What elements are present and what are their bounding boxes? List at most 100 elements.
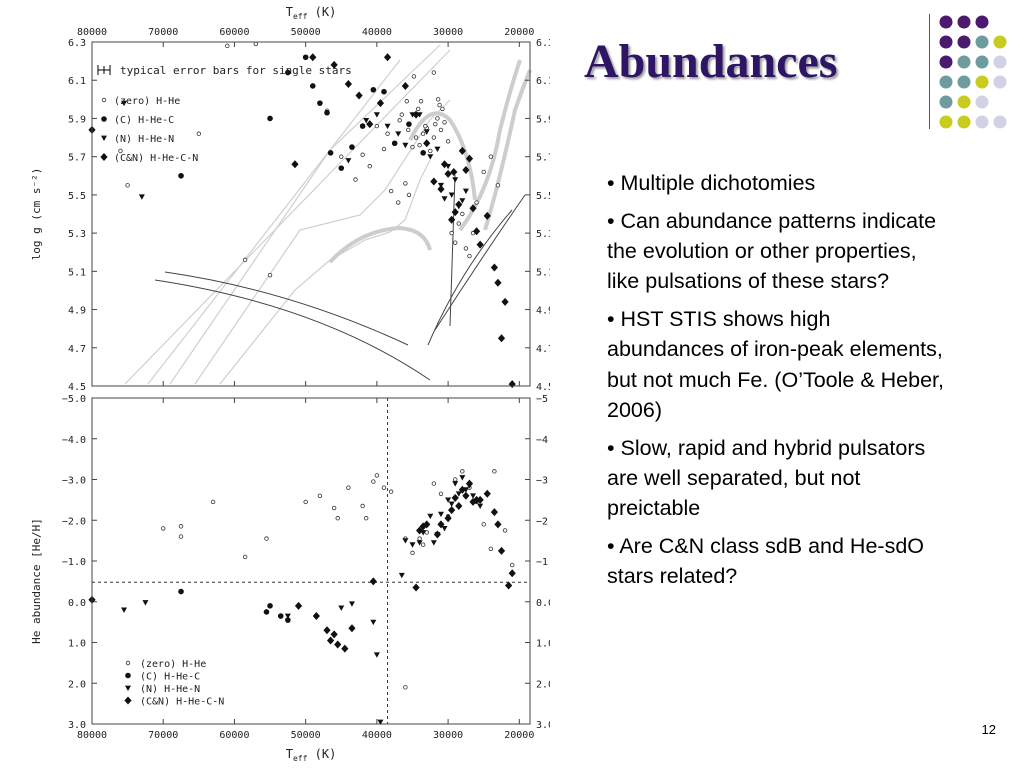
open-circle-point: [418, 99, 424, 104]
open-circle-point: [467, 253, 472, 259]
triangle-point: [402, 142, 409, 149]
evolution-track-line: [124, 49, 451, 385]
triangle-point: [434, 146, 441, 153]
error-bar-marker: [97, 65, 111, 75]
filled-circle-point: [317, 100, 323, 106]
filled-circle-point: [338, 165, 345, 171]
ehb-boundary-line: [154, 279, 431, 381]
decor-dot: [993, 35, 1007, 49]
legend-entry: (N) H-He-N: [114, 134, 174, 145]
y-tick-label: 5.3: [68, 229, 86, 240]
top-panel-points: [88, 41, 516, 389]
evolution-tracks: [124, 44, 532, 385]
evolution-track-line: [194, 99, 451, 385]
decor-dot: [975, 75, 989, 89]
filled-circle-point: [381, 88, 387, 95]
diamond-point: [330, 60, 338, 69]
bullet-item: • Are C&N class sdB and He-sdO stars rel…: [607, 534, 925, 589]
diamond-point: [401, 81, 409, 90]
open-circle-point: [101, 97, 107, 103]
filled-circle-point: [285, 617, 291, 623]
y-tick-label: −3.0: [536, 476, 550, 487]
y-tick-label: 4.7: [536, 344, 550, 355]
top-panel-legend: typical error bars for single stars (zer…: [97, 64, 352, 164]
diamond-point: [451, 493, 459, 502]
decor-dot: [993, 115, 1007, 129]
diamond-point: [412, 110, 420, 119]
filled-circle-point: [178, 588, 184, 595]
filled-circle-point: [391, 140, 398, 147]
y-tick-label: −4.0: [62, 435, 86, 446]
decor-dot: [957, 115, 971, 129]
open-circle-point: [353, 177, 358, 182]
y-tick-label: 5.7: [68, 153, 86, 164]
diamond-point: [483, 211, 491, 220]
diamond-point: [124, 696, 132, 705]
triangle-point: [395, 131, 402, 137]
bullet-item: • Can abundance patterns indicate the ev…: [607, 209, 937, 294]
x-tick-label: 40000: [362, 730, 392, 741]
open-circle-point: [453, 240, 458, 245]
triangle-point: [423, 129, 430, 135]
x-tick-label: 80000: [77, 27, 107, 38]
triangle-point: [448, 501, 455, 507]
bottom-plot-frame: [91, 397, 531, 725]
reference-lines: [92, 398, 530, 724]
triangle-point: [459, 475, 466, 481]
open-circle-point: [495, 183, 501, 188]
open-circle-point: [488, 546, 494, 551]
triangle-point: [377, 719, 384, 725]
diamond-point: [323, 626, 331, 635]
triangle-point: [441, 526, 448, 532]
triangle-point: [402, 538, 409, 544]
open-circle-point: [456, 221, 461, 226]
open-circle-point: [331, 505, 337, 511]
bullet-list: • Multiple dichotomies • Can abundance p…: [607, 168, 952, 599]
diamond-point: [469, 497, 477, 506]
top-panel-ticks: 4.5 4.5 4.7 4.7 4.9 4.9 5.1 5.1 5.3 5.3 5.5 5.5 5.7 5…: [68, 27, 550, 393]
open-circle-point: [225, 43, 230, 49]
x-tick-label: 20000: [504, 27, 534, 38]
open-circle-point: [460, 211, 465, 217]
filled-circle-point: [263, 609, 270, 615]
filled-circle-point: [349, 144, 355, 150]
x-tick-label: 80000: [77, 730, 107, 741]
bottom-panel-ticks: 3.0 3.0 2.0 2.0 1.0 1.0 0.0 0.0 −1.0 −1.0 −2.0 −2.0…: [62, 394, 550, 741]
bottom-y-axis-label: He abundance [He/H]: [30, 518, 43, 644]
y-tick-label: 4.5: [68, 382, 86, 393]
diamond-point: [455, 501, 463, 510]
diamond-point: [505, 581, 513, 590]
diamond-point: [451, 208, 459, 217]
diamond-point: [312, 612, 320, 621]
diamond-point: [437, 520, 445, 529]
legend-entry: (zero) H-He: [114, 96, 180, 107]
diamond-point: [348, 624, 356, 633]
y-tick-label: 2.0: [68, 679, 86, 690]
open-circle-point: [397, 118, 402, 123]
diamond-point: [444, 514, 452, 523]
diamond-point: [494, 520, 502, 529]
y-tick-label: 4.9: [536, 306, 550, 317]
diamond-point: [483, 489, 491, 498]
open-circle-point: [399, 112, 405, 117]
diamond-point: [416, 526, 424, 535]
filled-circle-point: [324, 109, 330, 116]
triangle-point: [138, 194, 145, 200]
decor-dot: [939, 15, 953, 29]
diamond-point: [433, 530, 442, 539]
decor-dot: [957, 75, 971, 89]
open-circle-point: [360, 152, 365, 157]
decor-dot-grid: [939, 15, 1007, 129]
open-circle-point: [428, 148, 433, 154]
diamond-point: [490, 263, 498, 272]
decor-dot: [957, 55, 971, 69]
error-bar-label: typical error bars for single stars: [120, 64, 352, 77]
triangle-point: [373, 112, 380, 118]
open-circle-point: [396, 200, 401, 205]
filled-circle-point: [370, 86, 377, 93]
diamond-point: [501, 297, 509, 306]
x-tick-label: 60000: [219, 27, 249, 38]
decor-dot: [975, 15, 989, 29]
open-circle-point: [267, 272, 273, 278]
filled-circle-point: [309, 83, 316, 89]
